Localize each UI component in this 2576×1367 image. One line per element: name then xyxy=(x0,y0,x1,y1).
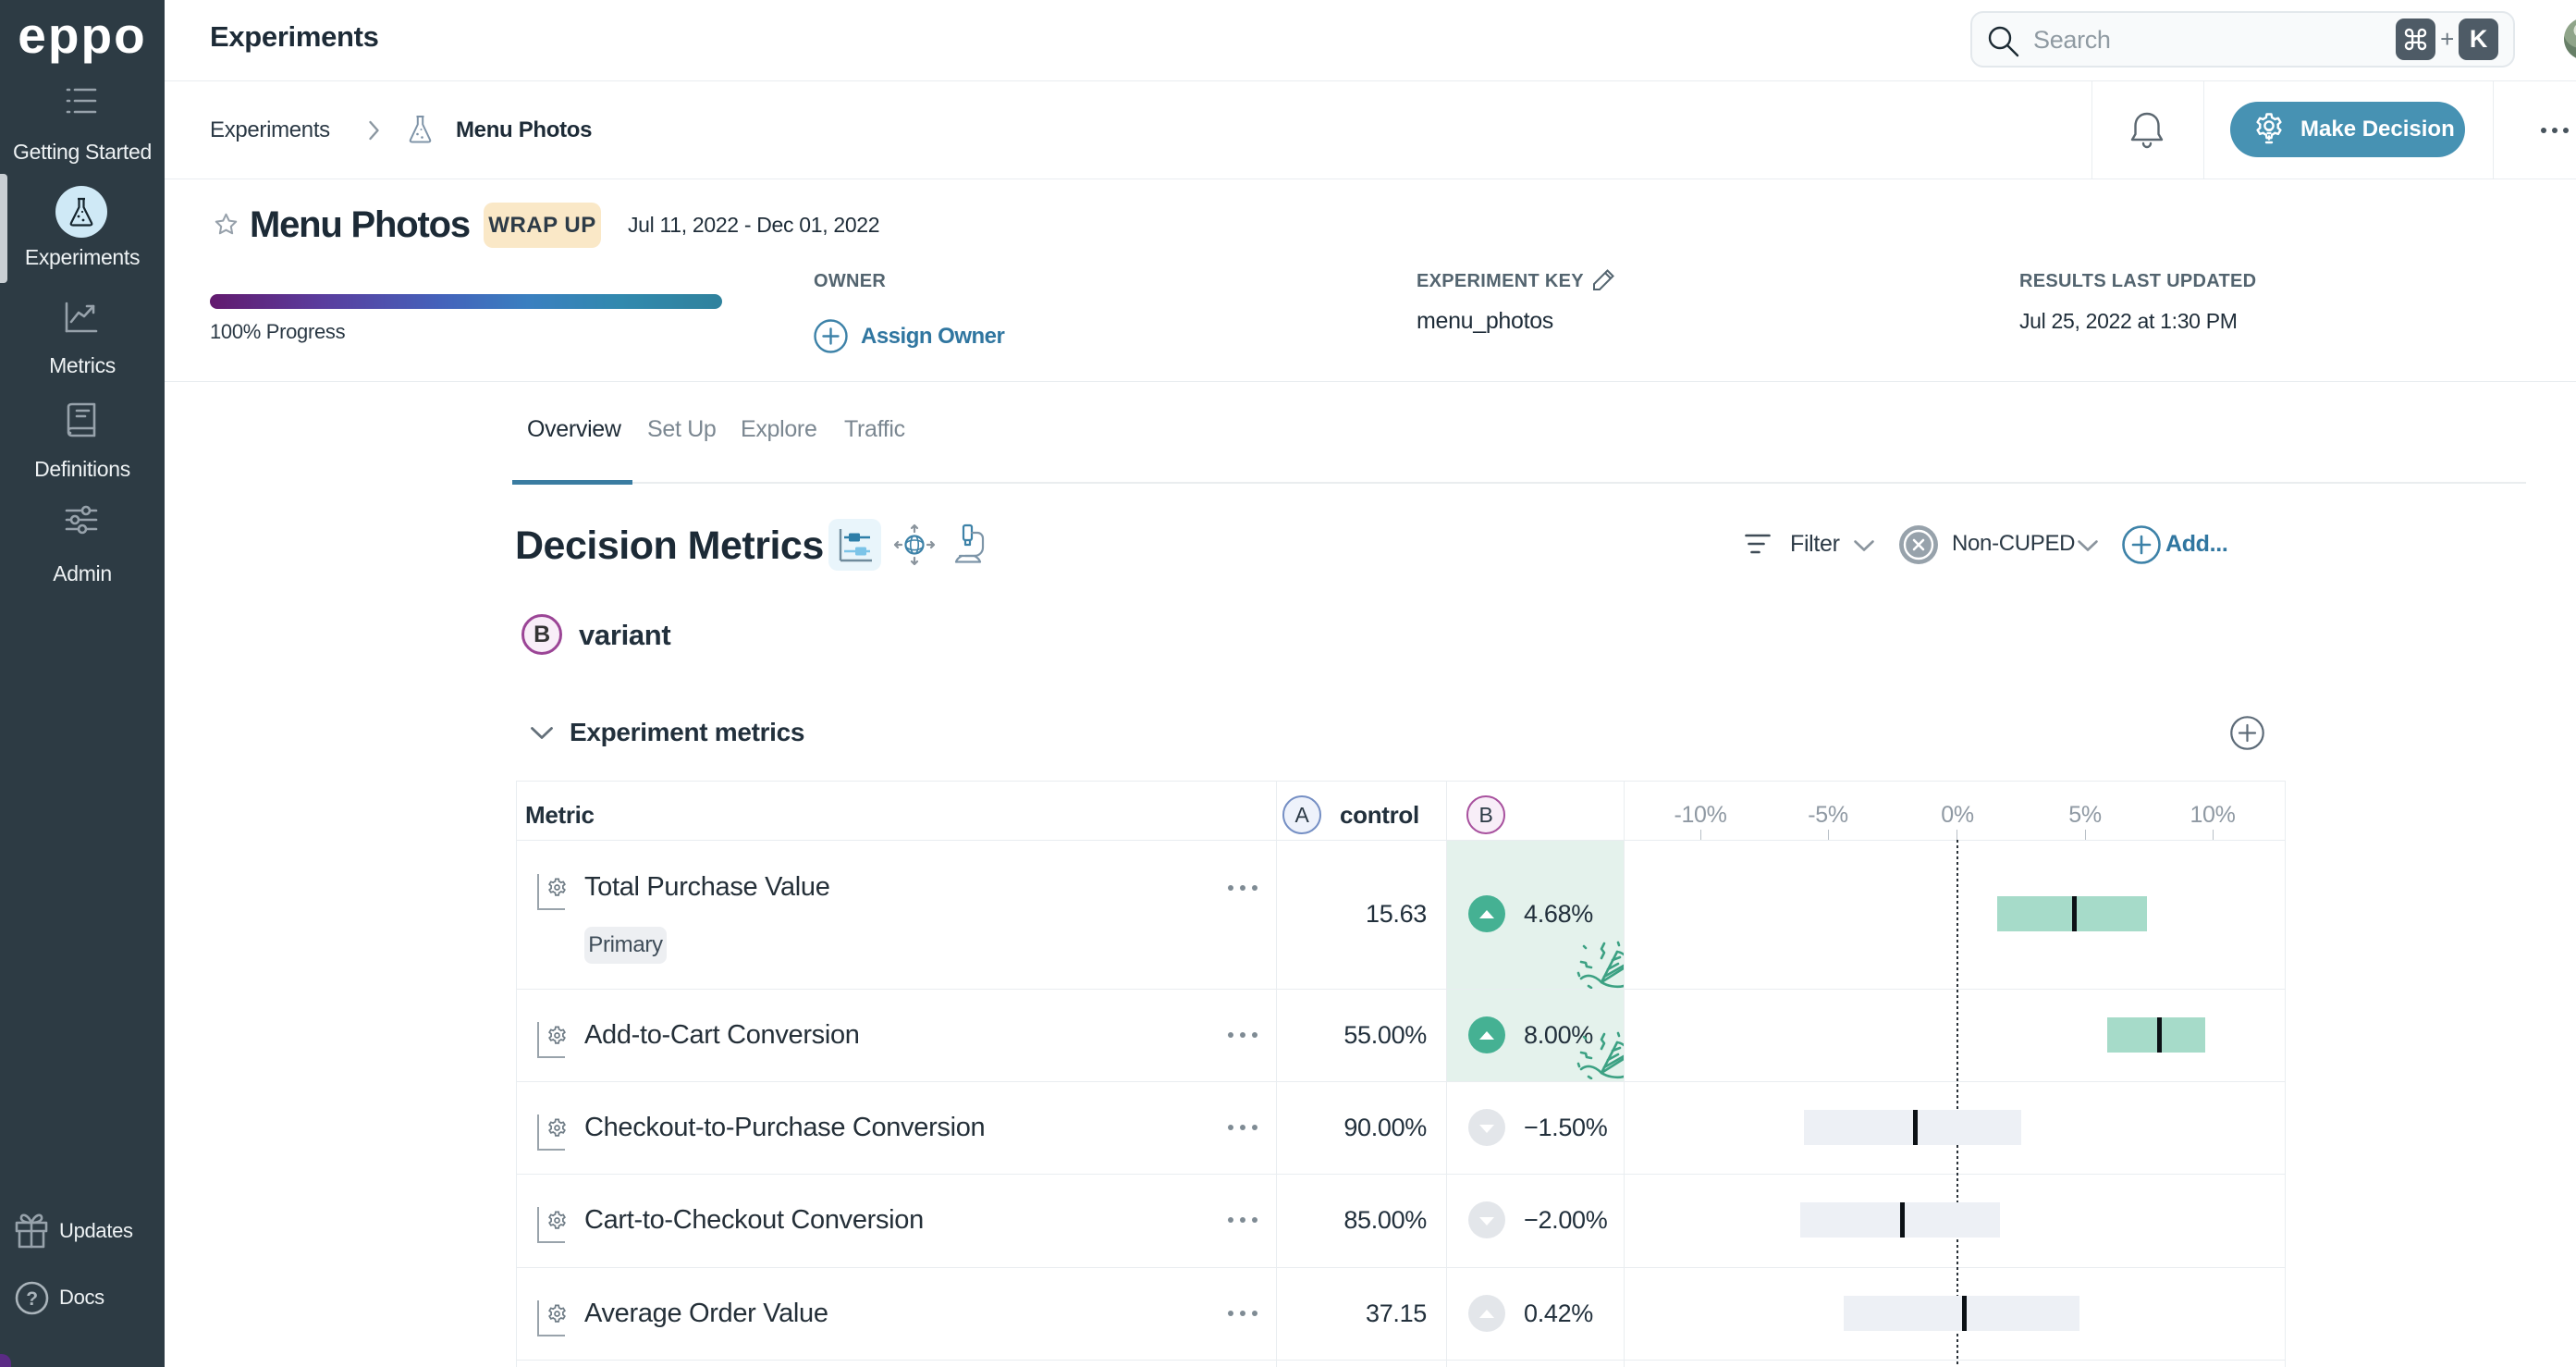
svg-text:?: ? xyxy=(26,1288,38,1310)
